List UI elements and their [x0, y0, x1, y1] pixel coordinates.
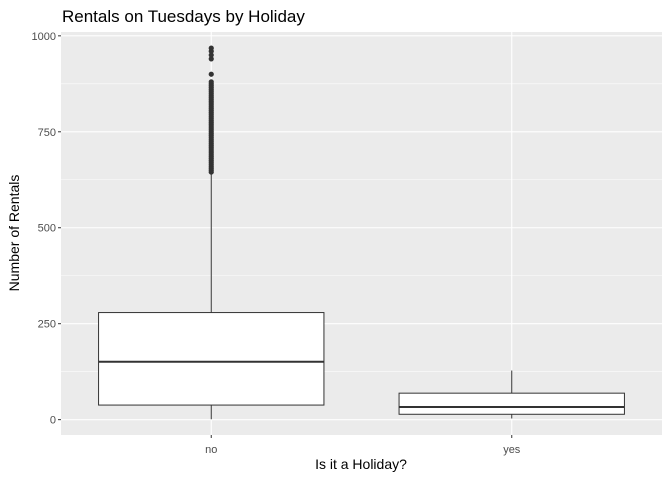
box-no	[98, 45, 325, 420]
outlier-point	[208, 71, 214, 77]
x-tick-label: no	[205, 444, 217, 456]
x-tick-label: yes	[503, 444, 521, 456]
x-axis-title: Is it a Holiday?	[315, 456, 407, 472]
iqr-box	[398, 392, 625, 415]
y-tick-label: 0	[50, 415, 56, 427]
y-tick-label: 500	[38, 223, 56, 235]
outlier-point	[208, 52, 214, 58]
chart-title: Rentals on Tuesdays by Holiday	[62, 7, 305, 26]
outlier-point	[208, 56, 214, 62]
y-axis: 0 250 500 750 1000	[32, 31, 61, 427]
y-tick-label: 1000	[32, 31, 56, 43]
box-yes	[398, 370, 625, 419]
x-axis: no yes	[205, 435, 521, 456]
outlier-point	[208, 79, 214, 85]
iqr-box	[98, 312, 325, 406]
boxplot-series	[98, 45, 625, 420]
y-axis-title: Number of Rentals	[6, 175, 22, 292]
y-tick-label: 250	[38, 319, 56, 331]
outlier-point	[208, 45, 214, 51]
y-tick-label: 750	[38, 127, 56, 139]
